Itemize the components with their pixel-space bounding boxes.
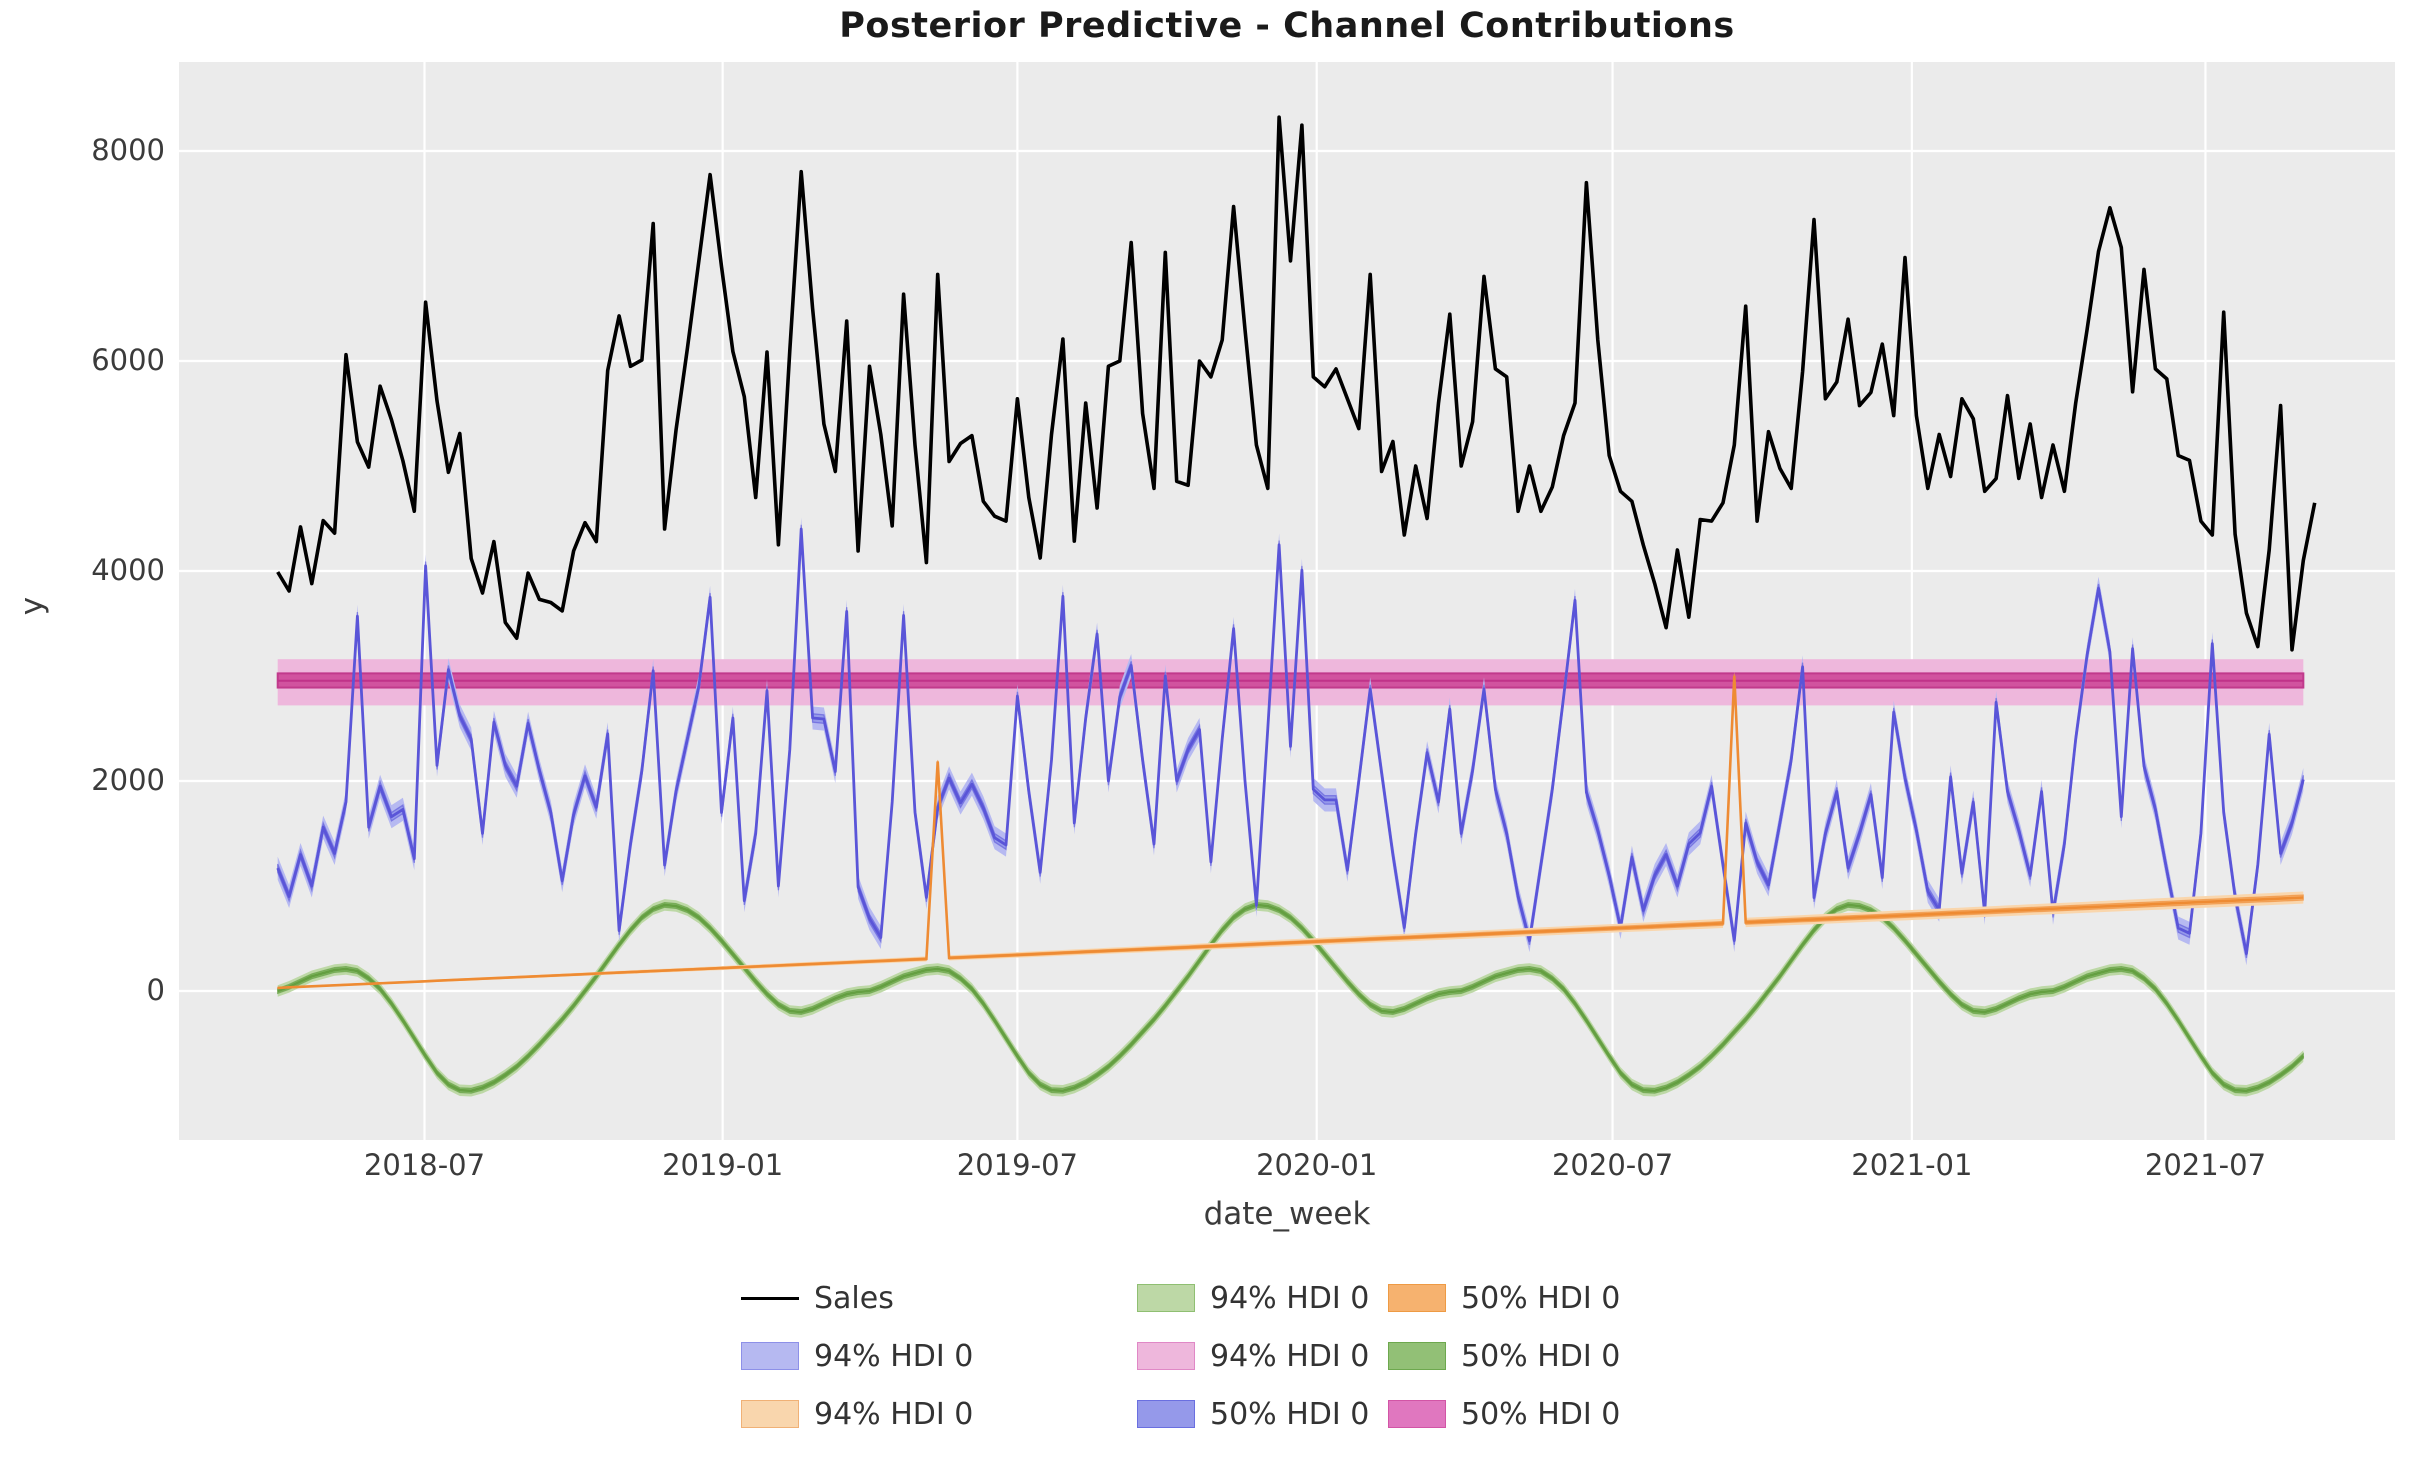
legend-label: 50% HDI 0	[1461, 1280, 1621, 1316]
hdi-patch-swatch	[741, 1342, 799, 1370]
x-tick: 2019-07	[956, 1148, 1078, 1182]
trend-line	[277, 675, 2304, 990]
hdi-patch-swatch	[1388, 1284, 1446, 1312]
y-tick: 4000	[91, 553, 165, 587]
series-layer	[276, 115, 2317, 1097]
x-tick: 2020-01	[1256, 1148, 1378, 1182]
x-axis-label: date_week	[1203, 1196, 1371, 1232]
y-tick: 2000	[91, 763, 165, 797]
hdi-patch-swatch	[1137, 1400, 1195, 1428]
seasonality-hdi94-band	[277, 899, 2304, 1097]
legend-label: 50% HDI 0	[1461, 1396, 1621, 1432]
hdi-patch-swatch	[741, 1400, 799, 1428]
legend-item: 94% HDI 0	[1137, 1280, 1370, 1316]
x-tick: 2019-01	[662, 1148, 784, 1182]
seasonality-line	[277, 903, 2305, 1093]
legend-item: 94% HDI 0	[741, 1338, 974, 1374]
hdi-patch-swatch	[1388, 1400, 1446, 1428]
hdi-patch-swatch	[1137, 1342, 1195, 1370]
sales-line	[276, 115, 2317, 652]
legend-item: 50% HDI 0	[1137, 1396, 1370, 1432]
legend-label: 94% HDI 0	[1210, 1280, 1370, 1316]
x-tick: 2018-07	[363, 1148, 486, 1182]
y-tick: 8000	[91, 133, 165, 167]
hdi-patch-swatch	[1388, 1342, 1446, 1370]
seasonality-hdi50-band	[277, 901, 2304, 1094]
chart-title: Posterior Predictive - Channel Contribut…	[839, 6, 1735, 46]
legend-item: 50% HDI 0	[1388, 1396, 1621, 1432]
legend-label: Sales	[814, 1280, 894, 1316]
channel-line	[276, 527, 2305, 956]
hdi-patch-swatch	[1137, 1284, 1195, 1312]
legend-label: 94% HDI 0	[814, 1338, 974, 1374]
y-tick: 0	[146, 973, 165, 1007]
x-tick: 2021-01	[1851, 1148, 1973, 1182]
legend-label: 50% HDI 0	[1461, 1338, 1621, 1374]
legend-item: 50% HDI 0	[1388, 1280, 1621, 1316]
legend-item: Sales	[741, 1280, 894, 1316]
legend-label: 50% HDI 0	[1210, 1396, 1370, 1432]
x-tick: 2021-07	[2144, 1148, 2267, 1182]
legend-item: 94% HDI 0	[741, 1396, 974, 1432]
legend-label: 94% HDI 0	[814, 1396, 974, 1432]
legend-item: 50% HDI 0	[1388, 1338, 1621, 1374]
legend-label: 94% HDI 0	[1210, 1338, 1370, 1374]
gridlines	[179, 62, 2395, 1140]
x-tick: 2020-07	[1551, 1148, 1674, 1182]
sales-line-swatch	[741, 1296, 799, 1300]
legend-item: 94% HDI 0	[1137, 1338, 1370, 1374]
y-tick: 6000	[91, 343, 165, 377]
